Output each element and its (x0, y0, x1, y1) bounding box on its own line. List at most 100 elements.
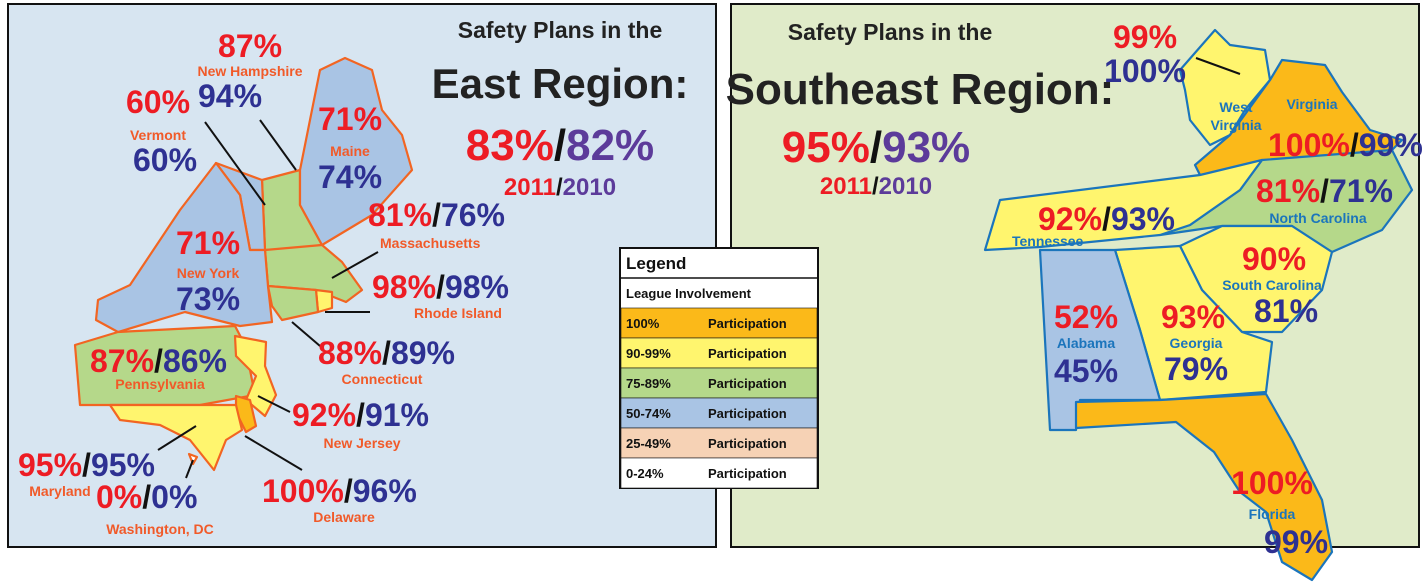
year-2011: 2011 (504, 174, 556, 201)
legend-swatch (620, 427, 818, 459)
state-values: 81%/76% (368, 197, 505, 233)
state-values: 0%/0% (96, 479, 197, 515)
title-line1: Safety Plans in the (788, 19, 993, 45)
summary-2011: 95% (782, 123, 870, 172)
legend-range: 0-24% (626, 466, 664, 481)
state-name: West Virginia (1210, 99, 1261, 133)
title-line2: Southeast Region: (726, 65, 1115, 114)
legend: Legend League Involvement 100% Participatio… (619, 247, 819, 489)
leader-line (331, 251, 379, 279)
value-2010: 94% (198, 78, 262, 114)
summary-values: 95%/93% (782, 123, 970, 172)
value-2011: 71% (176, 225, 240, 261)
state-shape (1178, 28, 1272, 147)
state-name: Pennsylvania (115, 376, 205, 392)
state-name: Alabama (1057, 335, 1116, 351)
state-name: Tennessee (1012, 233, 1084, 249)
state-values: 87%/86% (90, 343, 227, 379)
state-name: Rhode Island (414, 305, 502, 321)
value-2010: 98% (445, 269, 509, 305)
legend-swatch (620, 397, 818, 429)
state-shape (94, 161, 274, 334)
value-2010: 71% (1329, 173, 1393, 209)
state-values: 100%/96% (262, 473, 417, 509)
leader-line (204, 121, 266, 206)
summary-2011: 83% (466, 121, 554, 170)
separator: / (1102, 201, 1111, 237)
leader-line (291, 321, 321, 347)
state-shape (1074, 392, 1334, 582)
value-2011: 52% (1054, 299, 1118, 335)
value-2011: 100% (1268, 127, 1350, 163)
value-2010: 86% (163, 343, 227, 379)
leader-line (157, 425, 197, 451)
state-values: 92%/91% (292, 397, 429, 433)
value-2011: 100% (1231, 465, 1313, 501)
title-line1: Safety Plans in the (458, 17, 663, 43)
state-values: 98%/98% (372, 269, 509, 305)
legend-label: Participation (708, 466, 787, 481)
value-2010: 0% (151, 479, 197, 515)
value-2011: 90% (1242, 241, 1306, 277)
separator: / (870, 123, 882, 172)
value-2010: 60% (133, 142, 197, 178)
summary-2010: 93% (882, 123, 970, 172)
value-2010: 73% (176, 281, 240, 317)
legend-label: Participation (708, 346, 787, 361)
value-2011: 93% (1161, 299, 1225, 335)
legend-swatch (620, 367, 818, 399)
summary-values: 83%/82% (466, 121, 654, 170)
separator: / (1320, 173, 1329, 209)
state-name: Virginia (1286, 96, 1337, 112)
state-name: South Carolina (1222, 277, 1322, 293)
legend-label: Participation (708, 436, 787, 451)
value-2011: 98% (372, 269, 436, 305)
summary-years: 2011/2010 (504, 174, 616, 201)
state-values: 95%/95% (18, 447, 155, 483)
state-shape (187, 452, 199, 466)
state-shape (233, 334, 278, 418)
legend-range: 25-49% (626, 436, 671, 451)
separator: / (142, 479, 151, 515)
state-shape (983, 158, 1264, 252)
separator: / (356, 397, 365, 433)
state-name: Georgia (1170, 335, 1223, 351)
value-2011: 81% (368, 197, 432, 233)
legend-range: 50-74% (626, 406, 671, 421)
state-name: New Hampshire (197, 63, 302, 79)
legend-range: 100% (626, 316, 660, 331)
separator: / (82, 447, 91, 483)
legend-swatch (620, 457, 818, 489)
value-2011: 95% (18, 447, 82, 483)
value-2010: 89% (391, 335, 455, 371)
state-name-line: West (1219, 99, 1253, 115)
value-2011: 99% (1113, 19, 1177, 55)
state-values: 92%/93% (1038, 201, 1175, 237)
summary-years: 2011/2010 (820, 173, 932, 200)
leader-line (185, 459, 194, 479)
state-shape (298, 56, 414, 247)
value-2010: 74% (318, 159, 382, 195)
state-name: Washington, DC (106, 521, 214, 537)
value-2011: 88% (318, 335, 382, 371)
legend-label: Participation (708, 376, 787, 391)
separator: / (154, 343, 163, 379)
value-2010: 45% (1054, 353, 1118, 389)
value-2011: 87% (218, 28, 282, 64)
leader-line (259, 119, 297, 171)
value-2010: 79% (1164, 351, 1228, 387)
state-values: 81%/71% (1256, 173, 1393, 209)
value-2010: 76% (441, 197, 505, 233)
state-values: 100%/99% (1268, 127, 1423, 163)
value-2010: 93% (1111, 201, 1175, 237)
summary-2010: 82% (566, 121, 654, 170)
state-name: Massachusetts (380, 235, 481, 251)
value-2010: 100% (1104, 53, 1186, 89)
value-2010: 99% (1264, 524, 1328, 560)
legend-range: 75-89% (626, 376, 671, 391)
separator: / (554, 121, 566, 170)
value-2010: 95% (91, 447, 155, 483)
year-2010: 2010 (879, 173, 932, 200)
